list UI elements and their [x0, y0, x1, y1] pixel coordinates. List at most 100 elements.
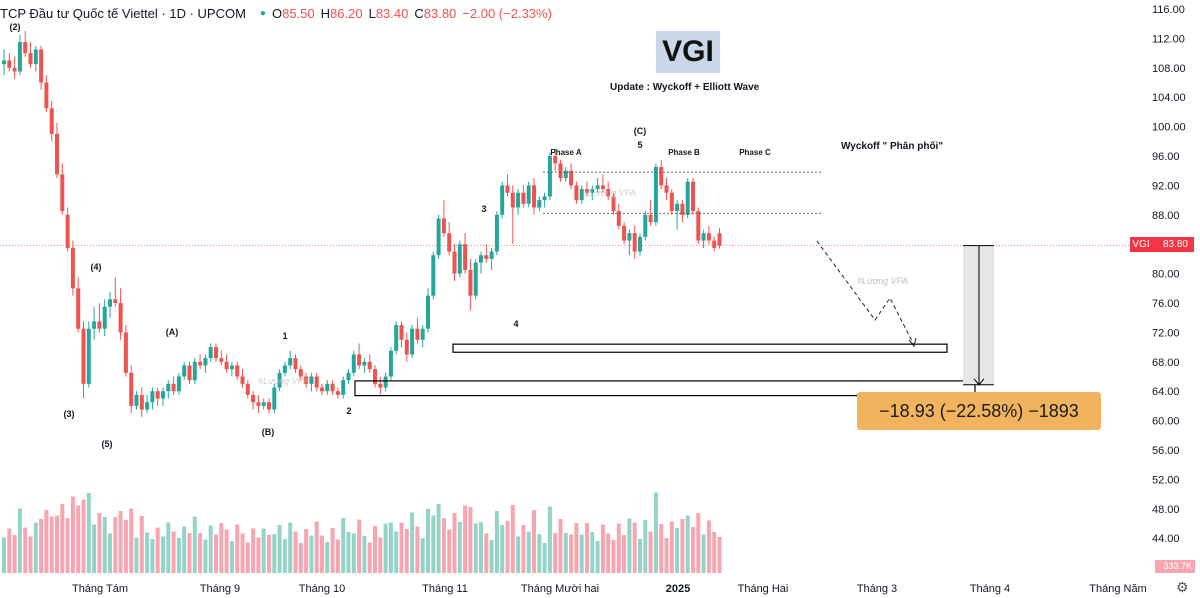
- candle-body: [60, 174, 65, 212]
- volume-bar: [288, 522, 293, 573]
- volume-bar: [118, 511, 123, 573]
- y-tick-label: 64.00: [1152, 386, 1180, 398]
- candle-body: [420, 328, 425, 340]
- wave-label: (B): [262, 427, 275, 437]
- candle-body: [86, 328, 91, 384]
- candle-body: [7, 60, 12, 68]
- candle-body: [717, 233, 722, 246]
- y-tick-label: 92.00: [1152, 180, 1180, 192]
- volume-bar: [659, 524, 664, 573]
- candle-body: [526, 185, 531, 204]
- wave-label: 1: [282, 331, 287, 341]
- volume-bar: [86, 493, 91, 573]
- volume-bar: [622, 535, 627, 573]
- x-tick-label: Tháng 4: [970, 583, 1010, 595]
- candle-body: [55, 133, 59, 175]
- wave-label: (C): [634, 126, 647, 136]
- candle-body: [17, 42, 22, 72]
- candle-body: [240, 376, 245, 384]
- volume-bar: [399, 522, 404, 573]
- candle-body: [712, 240, 717, 248]
- volume-bar: [256, 537, 261, 573]
- candle-body: [388, 350, 393, 377]
- y-tick-label: 108.00: [1152, 63, 1186, 75]
- candle-body: [161, 391, 165, 399]
- candle-body: [187, 365, 192, 381]
- volume-bar: [410, 512, 415, 573]
- low-label: L: [368, 6, 376, 21]
- candle-body: [139, 394, 144, 410]
- support-zone-lower: [354, 380, 976, 397]
- candle-body: [585, 189, 589, 193]
- measure-arrowhead: [973, 378, 985, 386]
- candle-body: [537, 200, 542, 208]
- volume-bar: [240, 533, 245, 573]
- candle-body: [579, 189, 584, 201]
- volume-bar: [134, 537, 139, 573]
- candle-body: [516, 192, 521, 208]
- candle-body: [479, 255, 483, 263]
- wave-label: 5: [637, 140, 642, 150]
- volume-bar: [113, 517, 118, 573]
- candle-body: [510, 192, 515, 208]
- volume-bar: [335, 539, 340, 573]
- candle-body: [129, 372, 134, 406]
- open-value: 85.50: [282, 6, 315, 21]
- volume-bar: [404, 529, 409, 573]
- candle-body: [691, 181, 695, 212]
- candle-body: [653, 167, 658, 223]
- volume-bar: [542, 543, 547, 573]
- candle-body: [208, 347, 213, 359]
- gear-icon[interactable]: ⚙: [1176, 579, 1189, 595]
- candle-body: [627, 233, 632, 241]
- symbol-name[interactable]: TCP Đầu tư Quốc tế Viettel · 1D · UPCOM: [0, 6, 246, 21]
- candle-body: [473, 262, 478, 296]
- volume-bar: [606, 533, 611, 573]
- high-value: 86.20: [330, 6, 363, 21]
- open-label: O: [271, 6, 283, 21]
- volume-bar: [701, 534, 706, 573]
- volume-bar: [669, 521, 674, 573]
- candle-body: [441, 218, 446, 234]
- x-tick-label: Tháng Năm: [1089, 583, 1146, 595]
- volume-bar: [516, 536, 521, 573]
- volume-bar: [505, 521, 510, 573]
- candle-body: [457, 244, 462, 274]
- candle-body: [394, 325, 399, 351]
- candle-body: [590, 189, 595, 193]
- candle-body: [426, 295, 430, 329]
- candle-body: [235, 365, 240, 377]
- y-tick-label: 60.00: [1152, 416, 1180, 428]
- candle-body: [632, 233, 637, 252]
- candle-body: [229, 365, 234, 370]
- candle-body: [176, 376, 181, 392]
- change-value: −2.00 (−2.33%): [462, 6, 552, 21]
- candle-body: [12, 67, 17, 72]
- volume-bar: [28, 536, 33, 573]
- candle-body: [351, 354, 356, 373]
- volume-bar: [394, 531, 399, 573]
- candle-body: [404, 339, 409, 355]
- wave-label: (3): [64, 409, 75, 419]
- volume-bar: [563, 533, 568, 573]
- phase-label: Phase C: [739, 148, 771, 157]
- candle-body: [102, 306, 107, 329]
- volume-bar: [611, 540, 616, 573]
- volume-bar: [341, 518, 346, 573]
- close-label: C: [414, 6, 424, 21]
- close-value: 83.80: [423, 6, 457, 21]
- volume-bar: [81, 499, 86, 573]
- volume-bar: [537, 534, 542, 573]
- y-tick-label: 100.00: [1152, 122, 1186, 134]
- volume-bar: [203, 539, 208, 573]
- candle-body: [532, 185, 536, 208]
- candle-body: [341, 380, 346, 395]
- candle-body: [675, 203, 680, 212]
- candle-body: [431, 255, 436, 296]
- candle-body: [611, 196, 616, 212]
- volume-bar: [229, 541, 234, 573]
- volume-bar: [293, 531, 298, 573]
- candle-body: [251, 394, 256, 403]
- volume-bar: [585, 523, 589, 573]
